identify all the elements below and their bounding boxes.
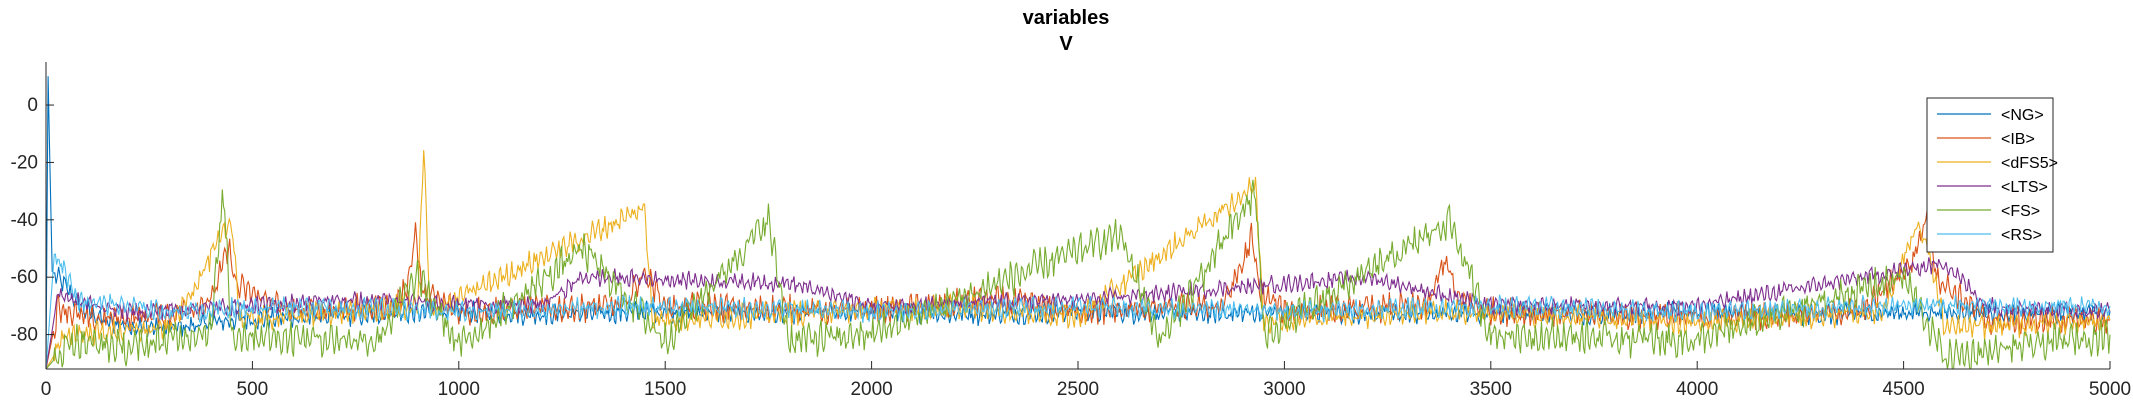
y-tick-label: -40 (11, 210, 38, 231)
legend: <NG> <IB> <dFS5> <LTS> <FS> <RS> (1926, 97, 2058, 253)
legend-entry: <NG> (2001, 107, 2044, 124)
y-tick-label: -60 (11, 267, 38, 288)
series-line-5 (45, 253, 2111, 370)
chart-subtitle: V (1059, 33, 1073, 55)
legend-entry: <IB> (2001, 131, 2035, 148)
legend-entry: <dFS5> (2001, 155, 2058, 172)
legend-box (1926, 97, 2054, 253)
x-tick-label: 2500 (1057, 379, 1099, 400)
series-line-4 (45, 179, 2111, 370)
y-tick-label: 0 (27, 95, 38, 116)
chart-title: variables (1023, 7, 1110, 29)
legend-entry: <FS> (2001, 203, 2040, 220)
x-tick-label: 4000 (1676, 379, 1718, 400)
x-tick-label: 0 (41, 379, 52, 400)
y-tick-label: -20 (11, 152, 38, 173)
axis-layer: 0 500 1000 1500 2000 2500 3000 3500 4000 4500 5000… (11, 62, 2131, 400)
x-tick-label: 1000 (438, 379, 480, 400)
series-line-3 (45, 257, 2111, 370)
series-layer (45, 76, 2111, 370)
x-tick-label: 5000 (2089, 379, 2131, 400)
x-tick-label: 3000 (1263, 379, 1305, 400)
legend-entry: <LTS> (2001, 179, 2048, 196)
x-tick-label: 2000 (850, 379, 892, 400)
x-tick-label: 500 (237, 379, 269, 400)
x-tick-label: 3500 (1470, 379, 1512, 400)
x-tick-label: 4500 (1882, 379, 1924, 400)
legend-entry: <RS> (2001, 227, 2042, 244)
series-line-0 (45, 76, 2111, 370)
x-tick-label: 1500 (644, 379, 686, 400)
y-tick-label: -80 (11, 325, 38, 346)
